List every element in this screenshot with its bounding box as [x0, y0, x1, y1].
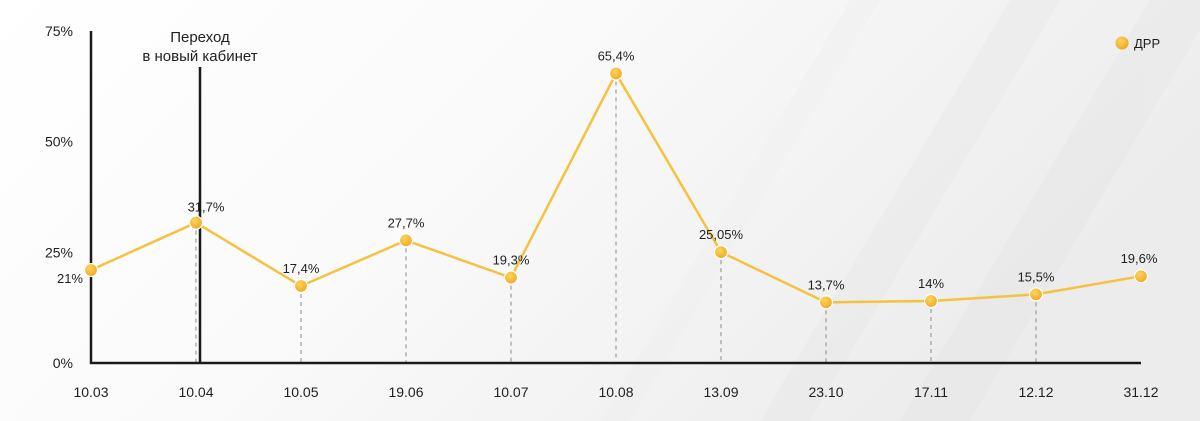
annotation-text-line: Переход: [170, 29, 230, 46]
data-label: 14%: [918, 276, 944, 291]
background-stripes: [600, 0, 1200, 421]
data-point: [713, 245, 729, 260]
x-tick-label: 10.05: [283, 384, 318, 400]
data-label: 31,7%: [188, 200, 225, 215]
data-point: [818, 295, 834, 310]
annotation-text-line: в новый кабинет: [142, 48, 257, 65]
x-tick-label: 10.07: [493, 384, 528, 400]
data-label: 15,5%: [1018, 269, 1055, 284]
data-label: 13,7%: [808, 277, 845, 292]
data-point: [503, 270, 519, 285]
x-tick-label: 13.09: [703, 384, 738, 400]
legend-label: ДРР: [1134, 36, 1160, 51]
data-label: 65,4%: [598, 48, 635, 63]
x-tick-label: 17.11: [914, 384, 948, 400]
data-point: [398, 233, 414, 248]
data-label: 25,05%: [699, 227, 744, 242]
x-tick-label: 10.04: [178, 384, 213, 400]
legend: ДРР: [1115, 36, 1160, 51]
y-tick-label: 0%: [53, 355, 73, 371]
data-label: 19,3%: [493, 253, 530, 268]
data-point: [188, 215, 204, 230]
x-tick-label: 19.06: [388, 384, 423, 400]
data-point: [1133, 269, 1149, 284]
x-tick-label: 23.10: [808, 384, 843, 400]
annotation-text: Переход в новый кабинет: [142, 29, 257, 65]
y-tick-label: 50%: [45, 134, 73, 150]
y-tick-label: 25%: [45, 244, 73, 260]
data-point: [608, 66, 624, 81]
x-tick-label: 31.12: [1123, 384, 1158, 400]
data-labels: 21% 31,7% 17,4% 27,7% 19,3% 65,4% 25,05% 13,7% 1…: [57, 48, 1158, 292]
data-point: [293, 278, 309, 294]
legend-marker: [1115, 36, 1129, 50]
data-label: 19,6%: [1121, 251, 1158, 266]
data-point: [83, 262, 99, 278]
y-tick-labels: 0% 25% 50% 75%: [45, 23, 73, 371]
x-tick-label: 10.03: [73, 384, 108, 400]
drop-lines: [195, 81, 1037, 363]
data-point: [1028, 287, 1044, 302]
x-tick-label: 12.12: [1018, 384, 1053, 400]
data-label: 27,7%: [388, 215, 425, 230]
y-tick-label: 75%: [45, 23, 73, 39]
data-label: 21%: [57, 271, 83, 286]
data-point: [923, 293, 939, 309]
data-points: [83, 66, 1149, 310]
x-tick-labels: 10.03 10.04 10.05 19.06 10.07 10.08 13.09 23.10…: [73, 384, 1158, 400]
data-label: 17,4%: [283, 261, 320, 276]
x-tick-label: 10.08: [598, 384, 633, 400]
